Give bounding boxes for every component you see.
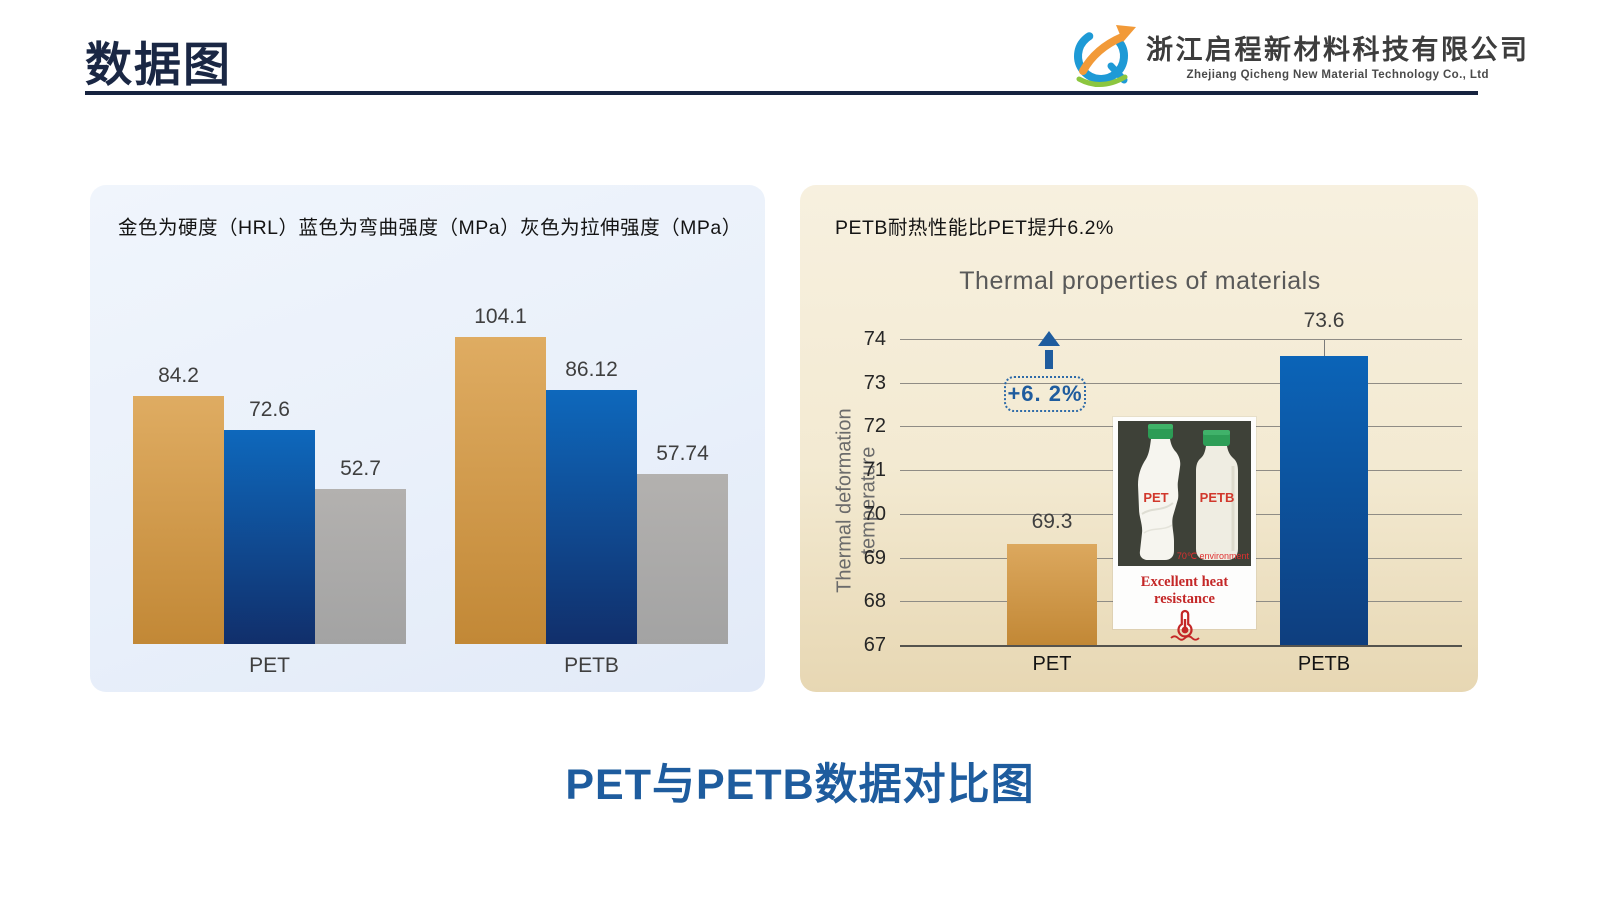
bar-pet-thermal	[1007, 544, 1097, 645]
thermal-properties-chart: 74 73 72 71 70 69 68 67 69.3 PET 73.6 PETB	[800, 185, 1478, 692]
bar-petb-bending-strength	[546, 390, 637, 644]
value-label-petb-bending-strength: 86.12	[565, 358, 618, 381]
bottle-label-pet: PET	[1143, 490, 1168, 505]
category-label-petb-thermal: PETB	[1297, 653, 1351, 675]
right-panel-caption: PETB耐热性能比PET提升6.2%	[835, 217, 1114, 239]
bar-petb-hardness	[455, 337, 546, 644]
value-label-petb-thermal: 73.6	[1303, 309, 1345, 333]
bottle-label-petb: PETB	[1200, 490, 1235, 505]
gridline-67	[900, 645, 1462, 647]
value-label-petb-hardness: 104.1	[474, 305, 527, 328]
bar-pet-hardness	[133, 396, 224, 644]
category-label-pet-thermal: PET	[1032, 653, 1072, 675]
value-leader-petb	[1324, 340, 1325, 357]
category-label-pet: PET	[249, 654, 290, 677]
value-label-petb-tensile-strength: 57.74	[656, 442, 709, 465]
ytick-69: 69	[863, 546, 886, 569]
company-name-cn: 浙江启程新材料科技有限公司	[1146, 34, 1530, 65]
ytick-72: 72	[863, 415, 886, 438]
increase-arrow-icon	[1038, 331, 1060, 369]
bar-petb-tensile-strength	[637, 474, 728, 644]
gridline-74	[900, 339, 1462, 340]
photo-caption: Excellent heat resistance	[1140, 574, 1229, 607]
bar-pet-tensile-strength	[315, 489, 406, 644]
improvement-annotation: +6. 2%	[1004, 376, 1086, 412]
logo-text: 浙江启程新材料科技有限公司 Zhejiang Qicheng New Mater…	[1146, 28, 1530, 81]
left-panel-caption: 金色为硬度（HRL）蓝色为弯曲强度（MPa）灰色为拉伸强度（MPa）	[118, 217, 742, 239]
bar-petb-thermal	[1280, 356, 1368, 645]
category-label-petb: PETB	[564, 654, 619, 677]
photo-caption-area: Excellent heat resistance	[1113, 569, 1256, 641]
value-label-pet-thermal: 69.3	[1031, 510, 1073, 534]
gridline-73	[900, 382, 1462, 384]
bar-pet-bending-strength	[224, 430, 315, 644]
value-label-pet-tensile-strength: 52.7	[340, 457, 381, 480]
ytick-68: 68	[863, 590, 886, 613]
environment-note: 70℃ environment	[1177, 551, 1250, 561]
ytick-74: 74	[863, 328, 886, 350]
page-title: 数据图	[85, 38, 232, 91]
mechanical-properties-chart: 84.2 72.6 52.7 PET 104.1 86.12 57.74 PETB	[90, 185, 765, 692]
thermometer-icon	[1169, 609, 1200, 641]
header-divider	[85, 91, 1478, 95]
bottles-photo-image: PET PETB 70℃ environment	[1118, 421, 1251, 566]
company-name-en: Zhejiang Qicheng New Material Technology…	[1186, 68, 1489, 81]
bottle-left-pet	[1138, 439, 1181, 560]
value-label-pet-bending-strength: 72.6	[249, 398, 290, 421]
ytick-71: 71	[863, 459, 886, 482]
ytick-73: 73	[863, 371, 886, 394]
ytick-70: 70	[863, 502, 886, 525]
value-label-pet-hardness: 84.2	[158, 364, 199, 387]
slide-footer-title: PET与PETB数据对比图	[565, 761, 1035, 809]
ytick-67: 67	[863, 634, 886, 656]
logo-icon	[1074, 25, 1136, 87]
thermal-chart-title: Thermal properties of materials	[959, 267, 1321, 295]
bottles-photo: PET PETB 70℃ environment Excellent heat …	[1113, 417, 1256, 641]
bottles-illustration: PET PETB 70℃ environment	[1138, 424, 1250, 561]
bottle-right-petb	[1196, 446, 1238, 560]
thermal-properties-panel: PETB耐热性能比PET提升6.2% Thermal properties of…	[800, 185, 1478, 692]
company-logo: 浙江启程新材料科技有限公司 Zhejiang Qicheng New Mater…	[1066, 18, 1530, 90]
mechanical-properties-panel: 金色为硬度（HRL）蓝色为弯曲强度（MPa）灰色为拉伸强度（MPa） 84.2 7…	[90, 185, 765, 692]
